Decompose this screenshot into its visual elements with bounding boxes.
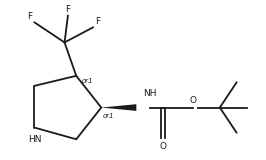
Text: F: F <box>95 17 101 26</box>
Text: HN: HN <box>28 135 41 144</box>
Text: O: O <box>190 96 197 104</box>
Polygon shape <box>101 104 136 111</box>
Text: NH: NH <box>143 89 156 98</box>
Text: or1: or1 <box>81 78 93 84</box>
Text: F: F <box>65 5 70 14</box>
Text: O: O <box>160 142 167 151</box>
Text: or1: or1 <box>103 112 115 119</box>
Text: F: F <box>27 12 32 21</box>
